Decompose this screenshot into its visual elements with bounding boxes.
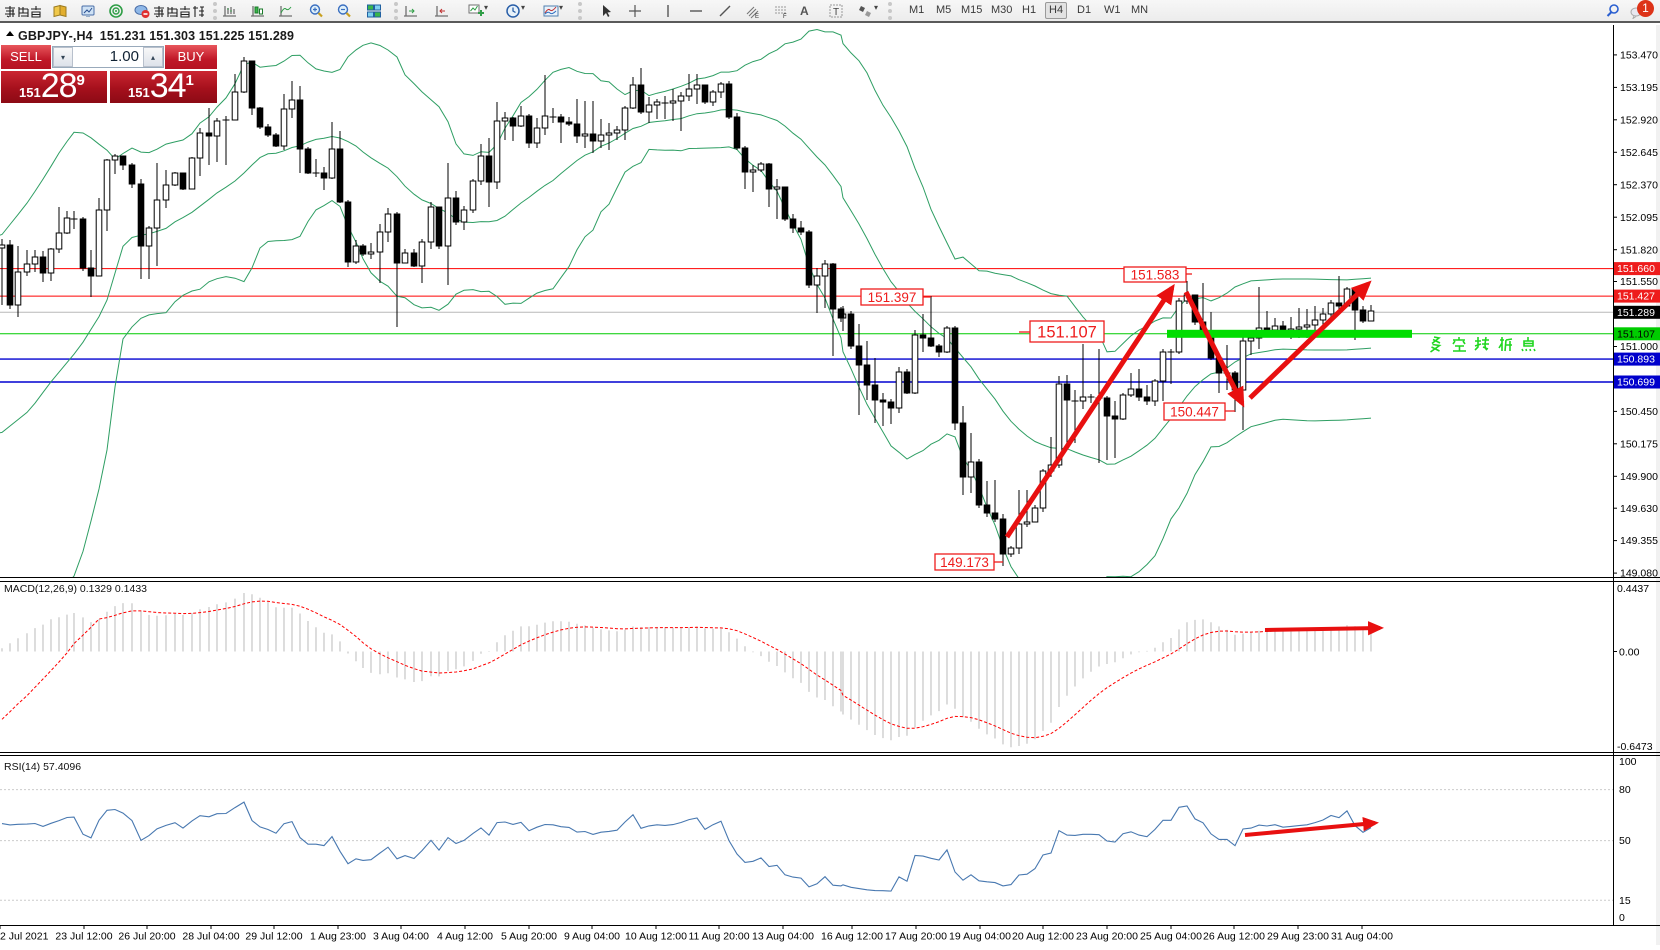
svg-text:0.00: 0.00 <box>1619 647 1640 659</box>
svg-text:149.355: 149.355 <box>1620 535 1658 547</box>
svg-text:152.645: 152.645 <box>1620 147 1658 159</box>
svg-text:26 Jul 20:00: 26 Jul 20:00 <box>118 931 175 943</box>
svg-text:11 Aug 20:00: 11 Aug 20:00 <box>688 931 749 943</box>
svg-text:MACD(12,26,9) 0.1329 0.1433: MACD(12,26,9) 0.1329 0.1433 <box>4 583 147 595</box>
svg-text:151.583: 151.583 <box>1131 267 1180 282</box>
svg-text:-0.6473: -0.6473 <box>1617 741 1653 753</box>
svg-text:153.195: 153.195 <box>1620 82 1658 94</box>
svg-text:151.107: 151.107 <box>1617 328 1655 340</box>
svg-text:50: 50 <box>1619 835 1631 847</box>
svg-text:150.893: 150.893 <box>1617 354 1655 366</box>
svg-text:149.630: 149.630 <box>1620 503 1658 515</box>
svg-text:149.900: 149.900 <box>1620 471 1658 483</box>
svg-text:3 Aug 04:00: 3 Aug 04:00 <box>373 931 429 943</box>
svg-text:151.289: 151.289 <box>1617 307 1655 319</box>
svg-text:5 Aug 20:00: 5 Aug 20:00 <box>501 931 557 943</box>
svg-text:150.175: 150.175 <box>1620 438 1658 450</box>
svg-text:23 Aug 20:00: 23 Aug 20:00 <box>1076 931 1138 943</box>
svg-text:19 Aug 04:00: 19 Aug 04:00 <box>949 931 1011 943</box>
svg-text:149.080: 149.080 <box>1620 568 1658 580</box>
svg-text:1 Aug 23:00: 1 Aug 23:00 <box>310 931 366 943</box>
svg-text:150.447: 150.447 <box>1170 404 1219 419</box>
svg-text:F: F <box>783 14 787 19</box>
svg-text:152.920: 152.920 <box>1620 114 1658 126</box>
svg-text:152.095: 152.095 <box>1620 212 1658 224</box>
svg-text:17 Aug 20:00: 17 Aug 20:00 <box>885 931 947 943</box>
svg-text:152.370: 152.370 <box>1620 179 1658 191</box>
svg-text:E: E <box>755 14 759 19</box>
svg-text:2 Jul 2021: 2 Jul 2021 <box>0 931 49 943</box>
svg-text:10 Aug 12:00: 10 Aug 12:00 <box>625 931 687 943</box>
svg-text:151.000: 151.000 <box>1620 341 1658 353</box>
svg-text:151.660: 151.660 <box>1617 263 1655 275</box>
svg-text:25 Aug 04:00: 25 Aug 04:00 <box>1140 931 1202 943</box>
svg-text:0: 0 <box>1619 912 1625 924</box>
svg-text:4 Aug 12:00: 4 Aug 12:00 <box>437 931 493 943</box>
svg-text:20 Aug 12:00: 20 Aug 12:00 <box>1012 931 1074 943</box>
svg-text:151.397: 151.397 <box>868 290 917 305</box>
svg-text:151.427: 151.427 <box>1617 291 1655 303</box>
svg-text:29 Jul 12:00: 29 Jul 12:00 <box>245 931 302 943</box>
svg-text:149.173: 149.173 <box>940 555 989 570</box>
svg-text:GBPJPY-,H4 151.231 151.303 15: GBPJPY-,H4 151.231 151.303 151.225 151.2… <box>18 29 294 43</box>
svg-text:RSI(14) 57.4096: RSI(14) 57.4096 <box>4 761 81 773</box>
svg-text:23 Jul 12:00: 23 Jul 12:00 <box>55 931 112 943</box>
svg-text:15: 15 <box>1619 895 1631 907</box>
svg-text:151.107: 151.107 <box>1037 323 1097 341</box>
svg-text:9 Aug 04:00: 9 Aug 04:00 <box>564 931 620 943</box>
svg-text:31 Aug 04:00: 31 Aug 04:00 <box>1331 931 1393 943</box>
svg-text:150.450: 150.450 <box>1620 406 1658 418</box>
svg-text:0.4437: 0.4437 <box>1617 583 1649 595</box>
svg-text:28 Jul 04:00: 28 Jul 04:00 <box>182 931 239 943</box>
svg-text:153.470: 153.470 <box>1620 50 1658 62</box>
svg-text:29 Aug 23:00: 29 Aug 23:00 <box>1267 931 1329 943</box>
svg-text:80: 80 <box>1619 784 1631 796</box>
svg-text:T: T <box>833 7 839 18</box>
svg-text:150.699: 150.699 <box>1617 377 1655 389</box>
svg-text:26 Aug 12:00: 26 Aug 12:00 <box>1203 931 1265 943</box>
svg-text:100: 100 <box>1619 756 1637 768</box>
svg-text:151.550: 151.550 <box>1620 276 1658 288</box>
svg-text:13 Aug 04:00: 13 Aug 04:00 <box>752 931 814 943</box>
svg-text:151.820: 151.820 <box>1620 244 1658 256</box>
svg-text:16 Aug 12:00: 16 Aug 12:00 <box>821 931 883 943</box>
